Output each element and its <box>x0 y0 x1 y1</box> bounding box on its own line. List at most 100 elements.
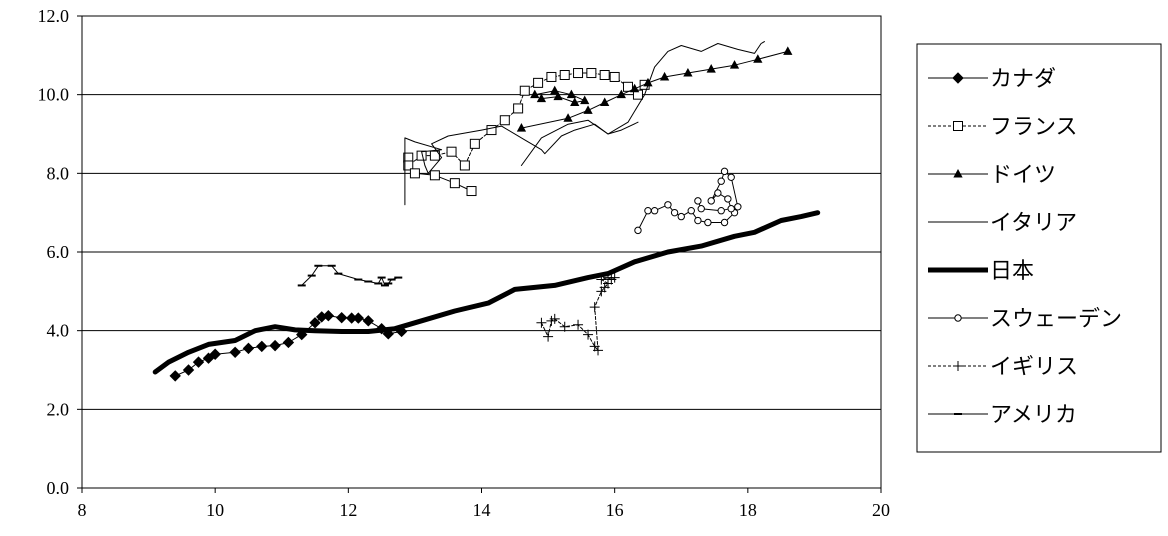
legend-item: イギリス <box>928 354 1078 379</box>
data-point <box>697 205 705 213</box>
legend-marker <box>953 121 963 131</box>
data-point <box>563 113 573 122</box>
y-axis-ticks: 0.0 2.0 4.0 6.0 8.0 10.0 12.0 <box>38 6 82 498</box>
data-point <box>694 216 702 225</box>
data-point <box>753 54 763 63</box>
data-point <box>549 313 560 324</box>
legend-label: カナダ <box>990 66 1056 91</box>
y-tick-label: 2.0 <box>47 399 70 419</box>
series-line <box>152 210 821 375</box>
data-point <box>644 207 652 215</box>
data-point <box>429 170 440 181</box>
y-tick-label: 12.0 <box>38 6 70 26</box>
y-tick-label: 10.0 <box>38 85 70 105</box>
data-point <box>559 70 570 80</box>
data-point <box>192 356 205 368</box>
data-point <box>694 197 702 205</box>
legend-label: イギリス <box>990 354 1078 379</box>
data-point <box>519 85 530 96</box>
data-point <box>429 150 440 161</box>
data-point <box>724 195 732 203</box>
data-point <box>335 311 348 324</box>
data-point <box>734 203 742 211</box>
legend-item: ドイツ <box>928 162 1056 187</box>
data-point <box>650 207 659 215</box>
series-line <box>414 172 472 192</box>
data-point <box>589 302 600 313</box>
legend-label: 日本 <box>990 258 1034 283</box>
data-point <box>533 77 544 88</box>
legend-marker <box>952 72 964 84</box>
data-point <box>677 212 685 221</box>
data-point <box>609 71 620 82</box>
legend-marker <box>954 314 962 322</box>
x-tick-label: 16 <box>606 500 624 520</box>
data-point <box>616 89 626 99</box>
data-point <box>706 64 716 73</box>
data-point <box>269 339 281 352</box>
data-point <box>536 317 547 328</box>
series-アメリカ <box>297 264 403 287</box>
data-point <box>717 207 725 215</box>
legend-item: カナダ <box>928 66 1056 91</box>
data-point <box>469 138 480 149</box>
data-point <box>446 146 457 157</box>
y-tick-label: 0.0 <box>47 478 70 498</box>
legend-item: 日本 <box>928 258 1034 283</box>
data-point <box>573 68 584 79</box>
x-tick-label: 20 <box>872 500 890 520</box>
data-point <box>513 103 524 114</box>
data-point <box>783 46 793 55</box>
series-日本 <box>152 210 821 375</box>
series-line <box>404 41 765 206</box>
data-point <box>704 218 712 227</box>
legend-marker <box>953 361 963 371</box>
data-point <box>543 331 554 342</box>
data-point <box>609 272 620 283</box>
data-point <box>352 312 365 324</box>
series-フランス <box>409 168 477 197</box>
data-point <box>550 85 560 95</box>
data-point <box>530 89 540 99</box>
data-point <box>664 201 672 209</box>
data-point <box>683 67 693 77</box>
series-イタリア <box>404 41 765 206</box>
legend-box <box>916 43 1162 453</box>
data-point <box>729 60 740 69</box>
legend-item: スウェーデン <box>928 306 1122 331</box>
data-point <box>566 89 577 99</box>
series-line <box>520 119 639 166</box>
data-point <box>600 97 610 107</box>
x-tick-label: 18 <box>739 500 757 520</box>
data-point <box>573 319 584 330</box>
data-point <box>687 207 695 215</box>
data-point <box>536 93 547 103</box>
data-point <box>583 329 594 340</box>
data-point <box>309 317 321 329</box>
data-point <box>322 310 335 322</box>
y-tick-label: 6.0 <box>47 242 70 262</box>
legend-label: ドイツ <box>990 162 1056 187</box>
series-line <box>540 277 616 351</box>
data-point <box>459 160 470 171</box>
data-point <box>209 348 221 360</box>
data-point <box>229 346 241 359</box>
data-point <box>727 173 735 181</box>
data-point <box>169 370 181 382</box>
series-イギリス <box>536 272 620 356</box>
data-point <box>553 91 563 101</box>
data-point <box>717 177 725 185</box>
data-point <box>583 105 593 114</box>
legend-label: アメリカ <box>990 402 1077 427</box>
y-tick-label: 8.0 <box>47 163 70 183</box>
data-point <box>466 186 477 197</box>
data-point <box>707 197 715 205</box>
data-point <box>630 83 640 93</box>
data-point <box>634 226 642 235</box>
series-group <box>152 41 821 382</box>
data-point <box>416 150 427 161</box>
data-point <box>403 160 414 171</box>
data-point <box>546 71 557 82</box>
data-point <box>714 189 722 197</box>
